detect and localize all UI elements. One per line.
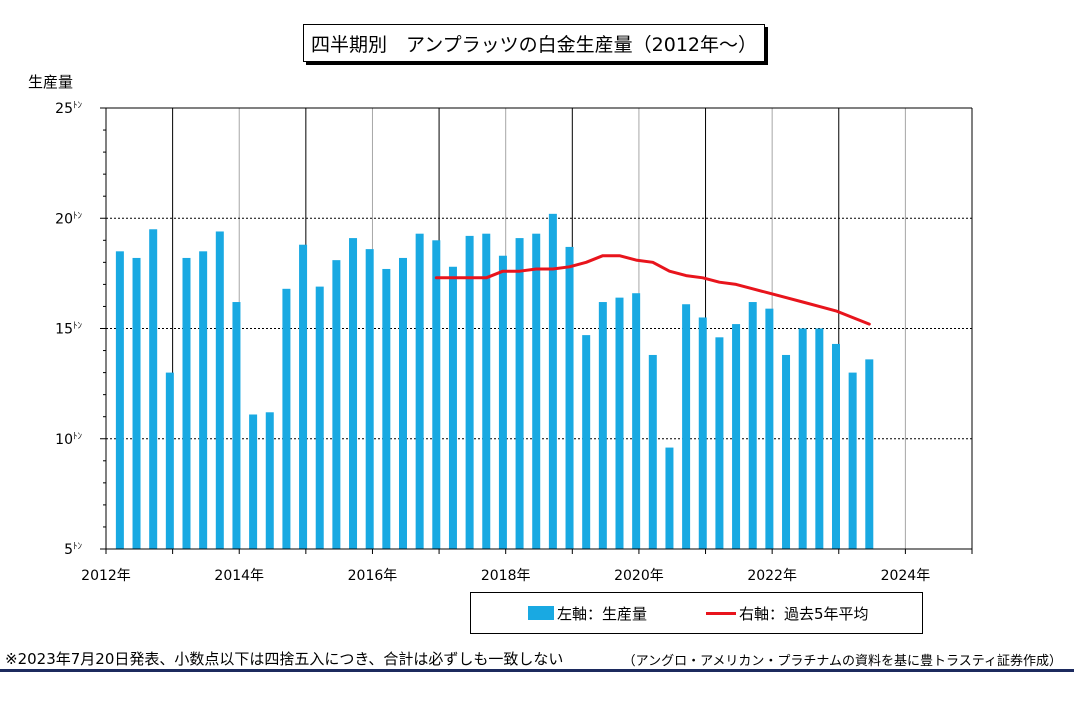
bar-2017-09 (482, 233, 491, 549)
y-tick-label: 15ﾄﾝ (55, 322, 82, 338)
bar-2015-09 (349, 238, 358, 549)
bar-2015-12 (365, 249, 374, 549)
chart-title: 四半期別 アンプラッツの白金生産量（2012年～） (310, 33, 758, 56)
series-line-5yr-average (434, 254, 871, 326)
bar-2019-12 (632, 293, 641, 549)
bar-2014-09 (282, 288, 291, 549)
bar-2022-09 (815, 328, 824, 549)
bar-2022-03 (782, 354, 791, 549)
y-tick-unit: ﾄﾝ (73, 211, 83, 221)
bar-2012-03 (115, 251, 124, 549)
x-tick-label: 2018年 (481, 568, 531, 584)
bar-2013-12 (232, 302, 241, 549)
bar-2018-09 (548, 213, 557, 549)
bar-2014-06 (265, 412, 274, 549)
legend-label-average: 右軸：過去5年平均 (739, 604, 869, 623)
footnote: ※2023年7月20日発表、小数点以下は四捨五入につき、合計は必ずしも一致しない (5, 650, 564, 668)
bar-2020-12 (698, 317, 707, 549)
bar-2013-09 (215, 231, 224, 550)
y-tick-unit: ﾄﾝ (73, 322, 83, 332)
legend-swatch-bar (528, 606, 554, 620)
x-tick-label: 2024年 (881, 568, 931, 584)
legend-item-production: 左軸：生産量 (528, 593, 647, 633)
x-tick-label: 2016年 (348, 568, 398, 584)
bar-2019-06 (598, 302, 607, 549)
bar-2017-06 (465, 235, 474, 549)
bar-2023-06 (865, 359, 874, 549)
y-tick-unit: ﾄﾝ (73, 432, 83, 442)
bar-2012-12 (165, 372, 174, 549)
legend: 左軸：生産量 右軸：過去5年平均 (470, 592, 923, 634)
bar-2021-09 (748, 302, 757, 549)
bar-2013-06 (199, 251, 208, 549)
bar-2014-03 (249, 414, 258, 549)
y-tick-value: 25 (55, 101, 73, 117)
bar-2020-03 (648, 354, 657, 549)
x-tick-label: 2014年 (214, 568, 264, 584)
y-axis-title: 生産量 (28, 73, 74, 91)
legend-swatch-line (706, 611, 736, 615)
y-tick-label: 10ﾄﾝ (55, 432, 82, 448)
bar-2019-09 (615, 297, 624, 549)
y-tick-label: 25ﾄﾝ (55, 101, 82, 117)
x-tick-label: 2012年 (81, 568, 131, 584)
bar-2012-06 (132, 257, 141, 549)
bar-2020-09 (682, 304, 691, 549)
bar-2014-12 (299, 244, 308, 549)
bar-2013-03 (182, 257, 191, 549)
bar-2019-03 (582, 335, 591, 549)
bar-2021-03 (715, 337, 724, 549)
bar-2021-06 (732, 324, 741, 549)
bottom-rule (0, 669, 1074, 672)
bar-2023-03 (848, 372, 857, 549)
bar-2015-06 (332, 260, 341, 549)
bar-2016-09 (415, 233, 424, 549)
chart-title-box: 四半期別 アンプラッツの白金生産量（2012年～） (303, 24, 765, 62)
legend-item-average: 右軸：過去5年平均 (706, 593, 869, 633)
bar-2021-12 (765, 308, 774, 549)
bar-2022-06 (798, 328, 807, 549)
bar-2018-06 (532, 233, 541, 549)
bar-2017-12 (498, 255, 507, 550)
y-tick-unit: ﾄﾝ (73, 542, 83, 552)
y-tick-value: 15 (55, 322, 73, 338)
y-tick-unit: ﾄﾝ (73, 101, 83, 111)
y-tick-value: 10 (55, 432, 73, 448)
bar-2012-09 (149, 229, 158, 549)
bar-2018-12 (565, 246, 574, 550)
legend-label-production: 左軸：生産量 (557, 604, 648, 623)
x-tick-label: 2022年 (747, 568, 797, 584)
bar-2018-03 (515, 238, 524, 549)
source-credit: （アングロ・アメリカン・プラチナムの資料を基に豊トラスティ証券作成） (622, 654, 1062, 669)
y-tick-label: 20ﾄﾝ (55, 211, 82, 227)
bar-2016-12 (432, 240, 441, 550)
y-tick-value: 20 (55, 211, 73, 227)
bar-2016-06 (398, 257, 407, 549)
bar-2015-03 (315, 286, 324, 549)
x-tick-label: 2020年 (614, 568, 664, 584)
y-tick-label: 5ﾄﾝ (64, 542, 82, 558)
bar-2022-12 (831, 343, 840, 549)
bar-2020-06 (665, 447, 674, 549)
bar-2017-03 (448, 266, 457, 549)
y-tick-value: 5 (64, 542, 73, 558)
bar-2016-03 (382, 268, 391, 549)
